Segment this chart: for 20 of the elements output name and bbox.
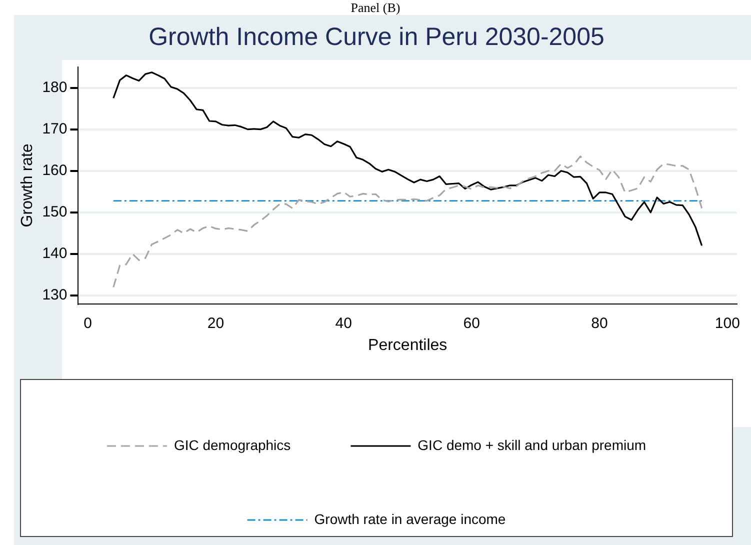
y-tick-label: 150 [42,204,68,221]
x-tick-label: 60 [463,314,480,332]
x-tick-label: 0 [84,314,92,332]
y-tick-label: 140 [42,245,68,262]
chart-title: Growth Income Curve in Peru 2030-2005 [148,22,604,51]
y-tick-label: 130 [42,286,68,304]
x-axis-title: Percentiles [368,336,448,354]
y-tick-label: 180 [42,78,68,96]
x-tick-label: 100 [714,314,740,332]
legend-label: Growth rate in average income [314,510,506,527]
legend-label: GIC demo + skill and urban premium [418,436,646,453]
y-axis-title: Growth rate [19,144,36,228]
text: Panel (B) [350,0,402,15]
x-tick-label: 20 [207,314,224,332]
y-tick-label: 170 [42,120,68,138]
x-tick-label: 40 [335,314,352,332]
y-tick-label: 160 [42,162,68,179]
legend-label: GIC demographics [174,436,291,453]
x-tick-label: 80 [591,314,608,332]
line-series [112,156,703,288]
